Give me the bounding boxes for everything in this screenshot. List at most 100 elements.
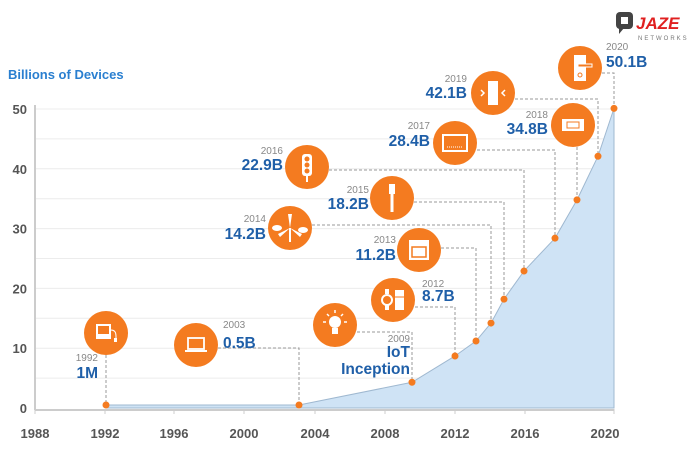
point-year-label: 1992 [76,353,99,364]
data-points [102,104,618,409]
logo: JAZE NETWORKS [616,12,689,42]
thermostat-icon-glyph [562,119,584,131]
tv-icon [433,121,477,165]
data-point [610,104,618,112]
point-year-label: 2015 [347,185,370,196]
lightbulb-icon-glyph [323,310,347,334]
leader-line [414,201,505,300]
thermostat-icon [551,103,595,147]
data-point [408,378,416,386]
ticks: 0 10 20 30 40 50 1988 1992 1996 2000 2004 2008 2012 2… [13,102,620,441]
computer-icon-glyph [96,324,117,342]
traffic-light-icon [285,145,329,189]
point-year-label: 2016 [261,146,284,157]
leader-line [477,149,556,239]
y-axis-title: Billions of Devices [8,67,124,82]
y-tick-label: 50 [13,102,27,117]
point-value-label: IoT [387,344,411,361]
point-year-label: 2018 [526,110,549,121]
point-year-label: 2017 [408,121,431,132]
data-point [295,401,303,409]
computer-icon [84,311,128,355]
x-tick-label: 2020 [591,426,620,441]
point-value-label: 28.4B [389,133,430,150]
data-point [451,352,459,360]
data-point [594,152,602,160]
x-tick-label: 2012 [441,426,470,441]
lightbulb-icon [313,303,357,347]
x-tick-label: 2008 [371,426,400,441]
laptop-icon-glyph [185,337,207,352]
toothbrush-icon [370,176,414,220]
leader-line [357,331,413,383]
point-year-label: 2003 [223,320,246,331]
point-year-label: 2020 [606,42,629,53]
leader-line [441,247,477,342]
door-lock-icon [558,46,602,90]
oven-icon-glyph [409,240,429,260]
leader-lines [105,72,615,406]
wind-turbine-icon-glyph [272,214,308,242]
x-tick-label: 1988 [21,426,50,441]
watch-fridge-icon-glyph [381,289,404,310]
leader-line [602,72,615,109]
point-value-label: 14.2B [225,226,266,243]
point-value-label: 1M [76,365,98,382]
point-year-label: 2014 [244,214,267,225]
power-outlet-icon-glyph [480,81,506,105]
icon-bubble [174,323,218,367]
toothbrush-icon-glyph [389,184,395,212]
tv-icon-glyph [442,134,468,152]
grid [35,108,614,379]
data-point [487,319,495,327]
x-tick-label: 1992 [91,426,120,441]
y-tick-label: 40 [13,162,27,177]
data-point [472,337,480,345]
logo-brand: JAZE [636,14,680,33]
data-point [500,295,508,303]
traffic-light-icon-glyph [302,154,312,182]
point-year-label: 2012 [422,279,445,290]
y-tick-label: 0 [20,401,27,416]
point-year-label: 2009 [388,334,411,345]
x-tick-label: 2016 [511,426,540,441]
data-point [573,196,581,204]
y-tick-label: 10 [13,341,27,356]
leader-line [329,169,525,272]
leader-line [218,347,300,406]
door-lock-icon-glyph [574,55,593,81]
y-tick-label: 20 [13,281,27,296]
data-point [102,401,110,409]
x-tick-label: 2004 [301,426,331,441]
icon-bubble [84,311,128,355]
point-year-label: 2013 [374,235,397,246]
data-point [520,267,528,275]
point-value-label: 11.2B [355,247,396,264]
point-value-label-line2: Inception [341,361,410,378]
data-point [551,234,559,242]
leader-line [415,306,456,356]
laptop-icon [174,323,218,367]
oven-icon [397,228,441,272]
point-value-label: 22.9B [242,157,283,174]
logo-sub: NETWORKS [638,36,689,42]
point-value-label: 50.1B [606,54,647,71]
point-value-label: 42.1B [426,85,467,102]
point-value-label: 8.7B [422,288,455,305]
icon-bubble [433,121,477,165]
point-value-label: 18.2B [328,196,369,213]
x-tick-label: 2000 [230,426,259,441]
icon-bubbles [84,46,602,367]
power-outlet-icon [471,71,515,115]
point-year-label: 2019 [445,74,468,85]
leader-line [515,98,599,157]
y-tick-label: 30 [13,222,27,237]
wind-turbine-icon [268,206,312,250]
point-value-label: 0.5B [223,335,256,352]
point-value-label: 34.8B [507,121,548,138]
x-tick-label: 1996 [160,426,189,441]
watch-fridge-icon [371,278,415,322]
